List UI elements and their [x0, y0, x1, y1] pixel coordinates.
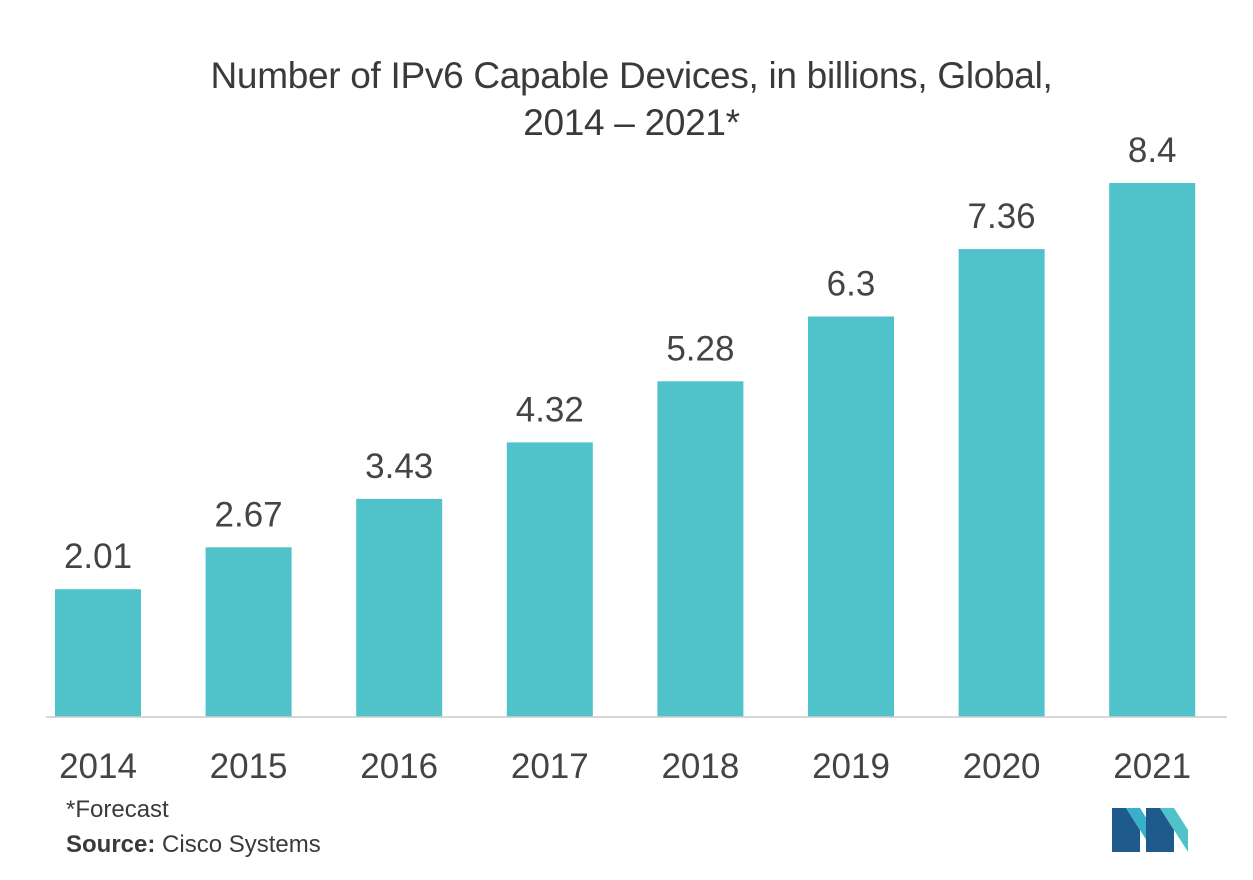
bar-2016: [356, 498, 443, 717]
source-text: Cisco Systems: [155, 831, 321, 858]
value-label-2018: 5.28: [666, 329, 734, 368]
bar-2017: [506, 442, 593, 717]
value-label-2016: 3.43: [365, 447, 433, 486]
value-label-2019: 6.3: [827, 265, 876, 304]
value-label-2021: 8.4: [1128, 131, 1177, 170]
value-label-2015: 2.67: [215, 495, 283, 534]
source-line: Source: Cisco Systems: [66, 831, 321, 859]
x-tick-label-2021: 2021: [1113, 747, 1191, 786]
bar-2014: [55, 589, 141, 717]
mordor-intelligence-logo-icon: [1112, 808, 1188, 852]
x-tick-label-2019: 2019: [812, 747, 890, 786]
x-tick-label-2017: 2017: [511, 747, 589, 786]
bar-2019: [808, 316, 894, 717]
value-label-2020: 7.36: [968, 197, 1036, 236]
x-tick-label-2018: 2018: [661, 747, 739, 786]
value-label-2014: 2.01: [64, 537, 132, 576]
bar-2020: [958, 249, 1045, 717]
bars-group: [55, 183, 1196, 717]
x-tick-label-2016: 2016: [360, 747, 438, 786]
source-label: Source:: [66, 831, 156, 858]
chart-title-line-2: 2014 – 2021*: [523, 102, 740, 143]
x-tick-labels-group: 2014 2015 2016 2017 2018 2019 2020 2021: [59, 747, 1191, 786]
bar-2021: [1109, 183, 1196, 717]
x-tick-label-2014: 2014: [59, 747, 137, 786]
chart-title: Number of IPv6 Capable Devices, in billi…: [0, 52, 1253, 146]
bar-2018: [657, 381, 744, 717]
value-label-2017: 4.32: [516, 390, 584, 429]
value-labels-group: 2.01 2.67 3.43 4.32 5.28 6.3 7.36 8.4: [64, 131, 1177, 576]
chart-title-line-1: Number of IPv6 Capable Devices, in billi…: [210, 55, 1053, 96]
bar-2015: [205, 547, 292, 717]
forecast-footnote: *Forecast: [66, 796, 169, 823]
x-tick-label-2015: 2015: [210, 747, 288, 786]
x-tick-label-2020: 2020: [963, 747, 1041, 786]
